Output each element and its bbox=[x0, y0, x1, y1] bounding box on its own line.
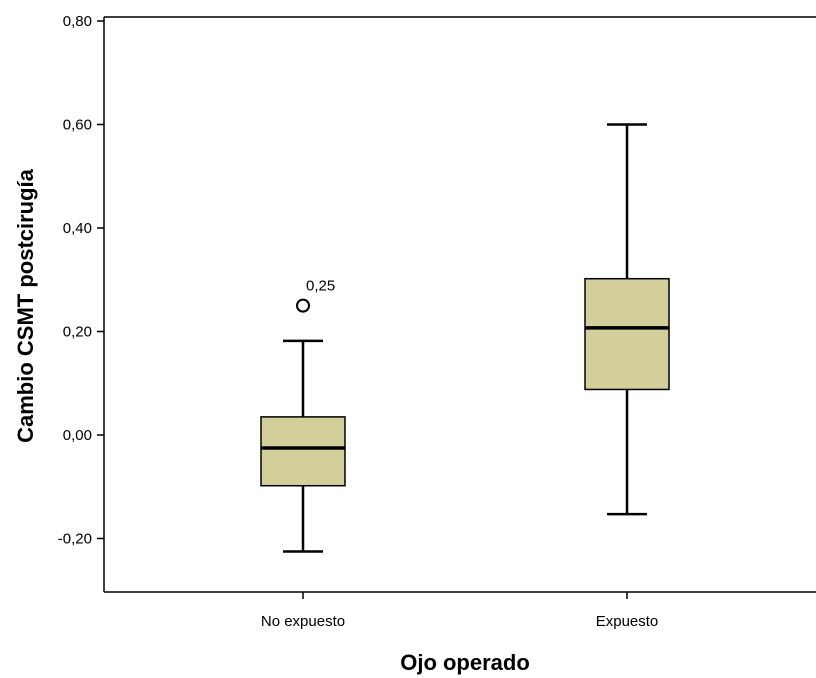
y-tick-label: 0,00 bbox=[63, 427, 92, 444]
y-axis-title: Cambio CSMT postcirugía bbox=[13, 168, 38, 443]
y-tick-label: -0,20 bbox=[58, 531, 92, 548]
y-tick-label: 0,60 bbox=[63, 117, 92, 134]
iqr-box bbox=[260, 416, 346, 487]
y-tick-label: 0,20 bbox=[63, 324, 92, 341]
outlier-label: 0,25 bbox=[306, 278, 335, 295]
x-category-label: Expuesto bbox=[596, 613, 659, 630]
box-group bbox=[584, 123, 670, 516]
iqr-box bbox=[584, 277, 670, 391]
x-category-label: No expuesto bbox=[261, 613, 345, 630]
y-tick-label: 0,80 bbox=[63, 13, 92, 30]
outlier-point bbox=[296, 298, 310, 313]
plot-area: -0,20 0,00 0,20 0,40 0,60 0,80 0,25 No expuesto… bbox=[58, 13, 816, 630]
x-axis-title: Ojo operado bbox=[400, 650, 530, 675]
y-tick-label: 0,40 bbox=[63, 220, 92, 237]
box-group: 0,25 bbox=[260, 278, 346, 553]
